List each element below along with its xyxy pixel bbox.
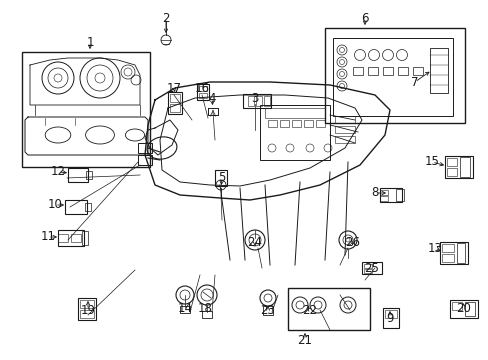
Bar xyxy=(363,264,371,268)
Bar xyxy=(382,308,398,328)
Bar xyxy=(464,302,474,316)
Bar xyxy=(22,52,150,167)
Bar xyxy=(247,96,253,106)
Bar xyxy=(449,300,477,318)
Bar xyxy=(441,254,453,262)
Bar xyxy=(65,200,87,214)
Bar xyxy=(199,93,206,98)
Bar xyxy=(82,231,88,245)
Bar xyxy=(71,234,81,242)
Bar xyxy=(170,104,180,112)
Bar xyxy=(256,96,262,106)
Bar xyxy=(80,310,94,318)
Bar xyxy=(459,157,469,177)
Text: 17: 17 xyxy=(166,81,181,94)
Bar xyxy=(361,262,381,274)
Text: 9: 9 xyxy=(386,311,393,324)
Text: 12: 12 xyxy=(50,166,65,179)
Text: 15: 15 xyxy=(424,156,439,168)
Bar xyxy=(325,28,464,123)
Bar xyxy=(315,120,325,127)
Bar xyxy=(334,136,354,143)
Bar xyxy=(138,155,152,165)
Bar xyxy=(429,48,447,93)
Text: 13: 13 xyxy=(427,242,442,255)
Bar xyxy=(397,67,407,75)
Bar xyxy=(138,143,152,153)
Text: 11: 11 xyxy=(41,230,55,243)
Bar xyxy=(170,94,180,102)
Bar xyxy=(395,189,403,201)
Bar xyxy=(264,96,269,106)
Bar xyxy=(243,94,270,108)
Text: 16: 16 xyxy=(194,81,209,94)
Bar xyxy=(215,170,226,186)
Bar xyxy=(58,234,68,242)
Text: 20: 20 xyxy=(456,301,470,315)
Text: 10: 10 xyxy=(47,198,62,211)
Text: 6: 6 xyxy=(361,12,368,24)
Text: 3: 3 xyxy=(251,91,258,104)
Bar xyxy=(267,120,276,127)
Bar xyxy=(58,230,84,246)
Bar xyxy=(78,298,96,320)
Bar xyxy=(68,168,88,182)
Bar xyxy=(352,67,362,75)
Bar xyxy=(379,196,387,201)
Bar xyxy=(287,288,369,330)
Text: 7: 7 xyxy=(410,76,418,89)
Text: 18: 18 xyxy=(197,301,212,315)
Bar xyxy=(334,116,354,123)
Bar xyxy=(199,86,206,91)
Text: 24: 24 xyxy=(247,235,262,248)
Text: 25: 25 xyxy=(364,261,379,274)
Bar xyxy=(86,171,92,179)
Bar xyxy=(202,311,212,318)
Bar xyxy=(80,300,94,308)
Bar xyxy=(280,120,288,127)
Text: 1: 1 xyxy=(86,36,94,49)
Text: 14: 14 xyxy=(177,301,192,315)
Bar xyxy=(367,67,377,75)
Bar xyxy=(304,120,312,127)
Bar xyxy=(291,120,301,127)
Bar xyxy=(334,126,354,133)
Bar xyxy=(382,67,392,75)
Text: 5: 5 xyxy=(218,171,225,184)
Text: 2: 2 xyxy=(162,12,169,24)
Bar xyxy=(263,306,272,315)
Bar xyxy=(412,67,422,75)
Text: 22: 22 xyxy=(302,303,317,316)
Bar xyxy=(446,158,456,166)
Bar xyxy=(441,244,453,252)
Bar xyxy=(85,203,91,211)
Bar xyxy=(260,105,329,160)
Bar xyxy=(451,302,461,310)
Bar xyxy=(363,269,371,273)
Bar xyxy=(384,310,396,318)
Bar xyxy=(456,243,464,263)
Bar xyxy=(332,38,452,116)
Bar xyxy=(379,190,387,195)
Bar xyxy=(180,306,190,313)
Bar xyxy=(439,242,467,264)
Bar xyxy=(197,84,208,100)
Text: 21: 21 xyxy=(297,333,312,346)
Bar xyxy=(446,168,456,176)
Text: 8: 8 xyxy=(370,186,378,199)
Text: 19: 19 xyxy=(81,303,95,316)
Bar xyxy=(379,188,401,202)
Text: 4: 4 xyxy=(208,91,215,104)
Bar xyxy=(264,108,325,118)
Text: 23: 23 xyxy=(260,303,275,316)
Bar xyxy=(444,156,472,178)
Bar xyxy=(168,92,182,114)
Text: 26: 26 xyxy=(345,235,360,248)
